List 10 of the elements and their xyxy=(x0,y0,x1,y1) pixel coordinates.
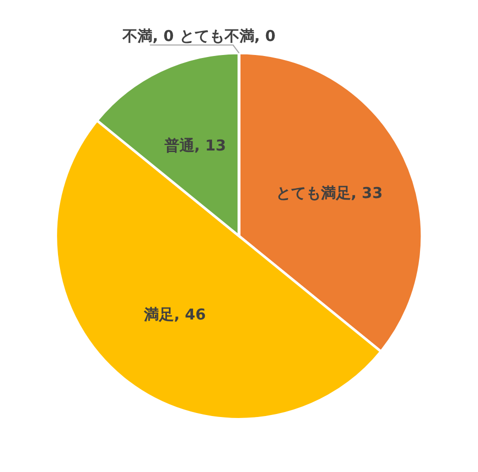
data-label: , 13 xyxy=(194,136,226,154)
text: , 0 xyxy=(152,27,174,45)
data-label: , 33 xyxy=(350,184,383,202)
slice-label: 満足 xyxy=(142,305,174,324)
slice-label: とても満足 xyxy=(276,184,351,202)
text: , 0 xyxy=(254,27,276,45)
category-label: とても不満 xyxy=(179,27,254,45)
data-label: , 46 xyxy=(174,305,206,324)
slice-label: 普通 xyxy=(163,136,196,154)
category-label: 不満 xyxy=(122,27,152,45)
